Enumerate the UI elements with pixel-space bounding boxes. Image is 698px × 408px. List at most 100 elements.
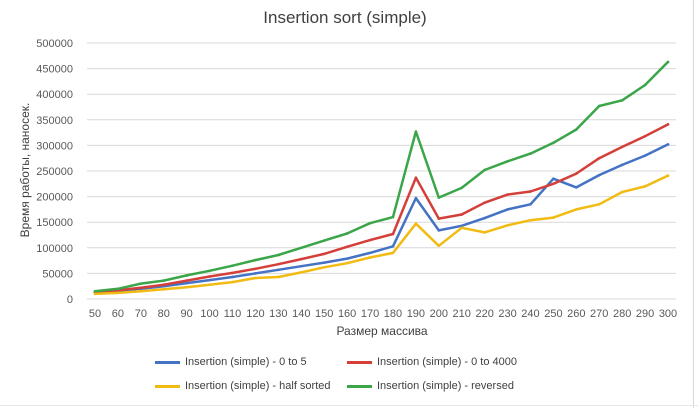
data-point [299, 271, 303, 274]
series-line-1 [93, 123, 670, 294]
data-point [93, 290, 97, 293]
data-point [620, 190, 624, 194]
data-point [208, 275, 211, 278]
x-tick-label: 250 [544, 308, 562, 320]
data-point [116, 287, 120, 291]
y-tick-label: 350000 [36, 115, 73, 127]
data-point [139, 282, 143, 285]
data-point [277, 275, 280, 279]
data-point [208, 278, 211, 282]
data-point [139, 290, 143, 293]
data-point [299, 246, 303, 250]
data-point [277, 262, 280, 266]
legend-item-half-sorted[interactable]: Insertion (simple) - half sorted [155, 380, 331, 392]
data-point [483, 201, 486, 205]
data-point [597, 156, 601, 160]
data-point [666, 143, 670, 146]
data-point [643, 185, 647, 188]
legend-swatch [155, 384, 180, 388]
data-point [208, 283, 211, 286]
legend-swatch [347, 360, 372, 364]
data-point [299, 264, 303, 268]
series-lines [93, 60, 670, 296]
x-tick-label: 130 [269, 308, 287, 320]
data-point [597, 202, 601, 206]
data-point [414, 176, 418, 179]
y-tick-label: 400000 [36, 89, 73, 101]
legend-label: Insertion (simple) - half sorted [185, 380, 331, 392]
data-point [529, 152, 532, 155]
y-tick-label: 50000 [42, 268, 73, 280]
legend-item-0-to-5[interactable]: Insertion (simple) - 0 to 5 [155, 356, 307, 368]
data-point [231, 280, 234, 284]
data-point [391, 251, 395, 255]
frame-edge [693, 0, 694, 408]
data-point [231, 275, 234, 279]
x-tick-label: 70 [135, 308, 147, 320]
data-point [529, 202, 532, 206]
data-point [552, 216, 555, 219]
x-tick-label: 160 [338, 308, 356, 320]
chart-legend: Insertion (simple) - 0 to 5 Insertion (s… [155, 356, 575, 394]
data-point [597, 104, 601, 108]
data-point [322, 252, 326, 256]
data-point [529, 218, 532, 222]
data-point [254, 276, 257, 280]
legend-item-reversed[interactable]: Insertion (simple) - reversed [347, 380, 514, 392]
data-point [231, 264, 234, 268]
x-tick-label: 290 [636, 308, 654, 320]
data-point [345, 261, 349, 265]
x-tick-label: 80 [158, 308, 170, 320]
data-point [666, 123, 670, 126]
data-point [575, 208, 578, 211]
data-point [391, 232, 395, 236]
data-point [299, 257, 303, 261]
x-tick-label: 230 [498, 308, 516, 320]
data-point [162, 283, 166, 286]
y-tick-label: 300000 [36, 140, 73, 152]
x-tick-label: 170 [361, 308, 379, 320]
x-tick-label: 260 [567, 308, 585, 320]
x-tick-label: 120 [246, 308, 264, 320]
y-tick-label: 450000 [36, 64, 73, 76]
data-point [437, 196, 441, 199]
series-line-0 [93, 143, 670, 294]
data-point [368, 238, 372, 242]
x-tick-label: 240 [521, 308, 539, 320]
data-point [620, 99, 624, 102]
data-point [506, 159, 509, 163]
x-tick-labels: 50 60 70 80 90 100 110 120 130 140 150 160 170 180 190… [89, 308, 677, 320]
data-point [345, 232, 349, 235]
x-tick-label: 60 [112, 308, 124, 320]
data-point [368, 251, 372, 255]
data-point [254, 258, 257, 262]
data-point [391, 244, 395, 248]
x-tick-label: 100 [200, 308, 218, 320]
data-point [552, 182, 555, 186]
data-point [483, 231, 486, 234]
x-tick-label: 140 [292, 308, 310, 320]
legend-item-0-to-4000[interactable]: Insertion (simple) - 0 to 4000 [347, 356, 517, 368]
data-point [506, 193, 509, 196]
data-point [391, 215, 395, 219]
frame-edge [0, 405, 698, 406]
legend-label: Insertion (simple) - 0 to 5 [185, 356, 307, 368]
data-point [368, 221, 372, 225]
y-axis-label: Время работы, наносек. [18, 103, 32, 238]
y-tick-label: 100000 [36, 243, 73, 255]
data-point [322, 261, 326, 264]
data-point [345, 257, 349, 260]
data-point [437, 244, 441, 248]
data-point [116, 291, 120, 295]
data-point [414, 222, 418, 226]
data-point [666, 174, 670, 177]
data-point [437, 217, 441, 220]
x-tick-label: 270 [590, 308, 608, 320]
data-point [208, 269, 211, 273]
y-tick-label: 200000 [36, 192, 73, 204]
data-point [529, 190, 532, 193]
gridlines [87, 42, 676, 300]
x-tick-label: 190 [407, 308, 425, 320]
data-point [575, 172, 578, 175]
